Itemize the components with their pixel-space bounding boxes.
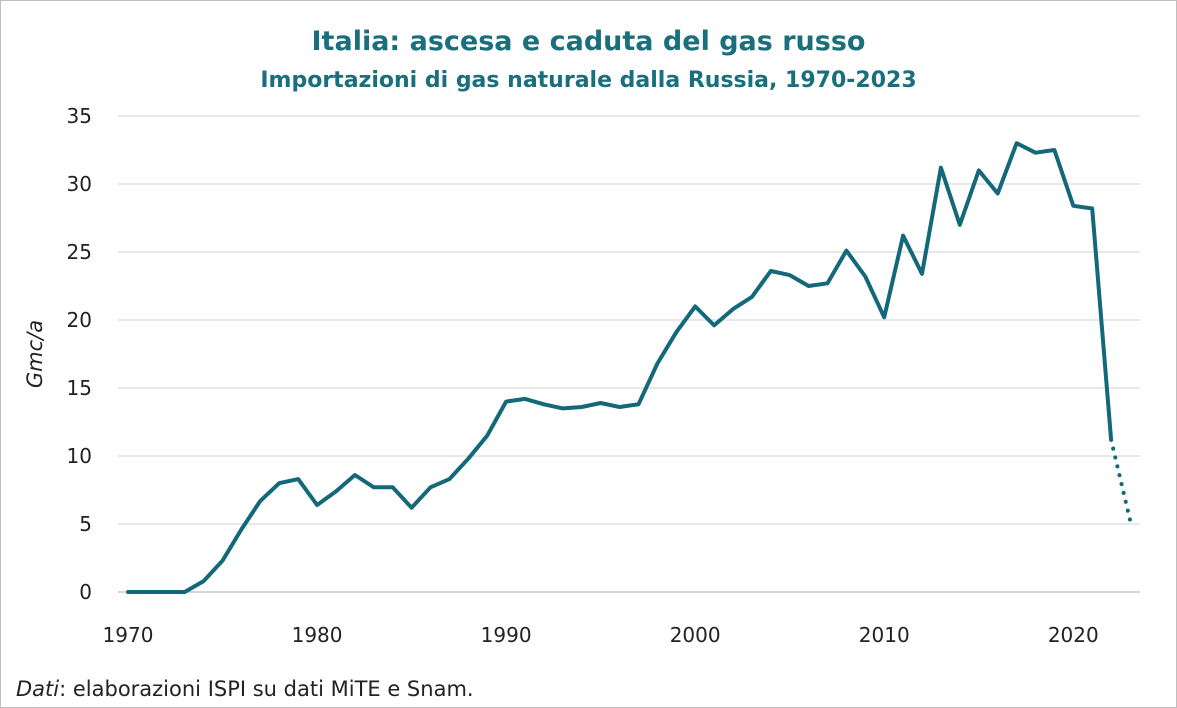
x-tick-label: 2000 xyxy=(670,623,721,647)
y-tick-label: 5 xyxy=(79,512,92,536)
series-line xyxy=(126,141,1114,594)
x-tick-label: 2010 xyxy=(859,623,910,647)
y-tick-label: 15 xyxy=(67,376,92,400)
x-tick-label: 1990 xyxy=(481,623,532,647)
source-label: Dati xyxy=(16,677,60,701)
x-tick-label: 1970 xyxy=(103,623,154,647)
chart-title: Italia: ascesa e caduta del gas russo xyxy=(311,26,866,57)
source-note: Dati: elaborazioni ISPI su dati MiTE e S… xyxy=(16,677,474,701)
x-tick-label: 2020 xyxy=(1048,623,1099,647)
series-line-estimate xyxy=(1109,437,1132,522)
y-tick-label: 0 xyxy=(79,580,92,604)
y-tick-label: 20 xyxy=(67,308,92,332)
x-axis-ticks: 1970 1980 1990 2000 2010 2020 xyxy=(103,623,1099,647)
series-group xyxy=(126,141,1132,594)
y-tick-label: 30 xyxy=(67,172,92,196)
source-text: : elaborazioni ISPI su dati MiTE e Snam. xyxy=(59,677,474,701)
x-tick-label: 1980 xyxy=(292,623,343,647)
y-tick-label: 35 xyxy=(67,104,92,128)
y-tick-label: 10 xyxy=(67,444,92,468)
y-axis-ticks: 0 5 10 15 20 25 30 35 xyxy=(67,104,92,604)
gridlines xyxy=(118,115,1140,593)
chart-subtitle: Importazioni di gas naturale dalla Russi… xyxy=(260,68,917,93)
y-tick-label: 25 xyxy=(67,240,92,264)
y-axis-title: Gmc/a xyxy=(23,320,47,388)
